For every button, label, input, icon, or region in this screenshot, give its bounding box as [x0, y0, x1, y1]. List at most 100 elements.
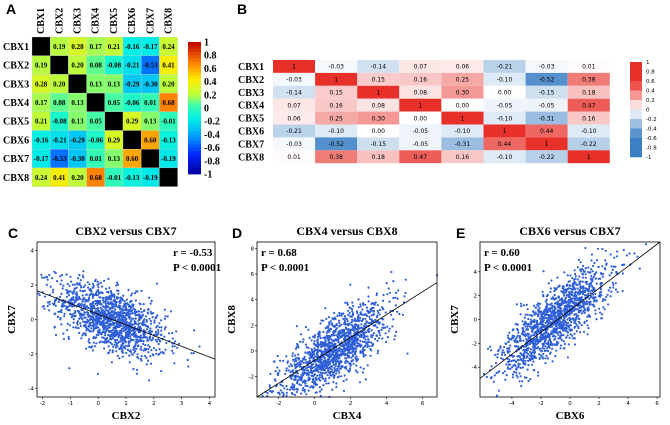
scatter-point [122, 346, 125, 349]
scatter-point [114, 327, 118, 330]
cell-value: 0.15 [372, 77, 386, 84]
x-tick-label: 2 [349, 401, 353, 407]
scatter-point [374, 324, 377, 327]
scatter-point [60, 273, 64, 277]
scatter-point [310, 348, 314, 351]
cell-value: -0.03 [539, 64, 555, 71]
scatter-point [311, 367, 314, 370]
scatter-point [122, 304, 125, 307]
scatter-point [376, 309, 379, 312]
scatter-point [310, 339, 313, 342]
scatter-point [379, 309, 382, 312]
scatter-point [566, 274, 569, 277]
scatter-point [568, 328, 571, 331]
scatter-point [128, 354, 131, 357]
legend-swatch [188, 137, 201, 142]
scatter-point [517, 364, 520, 368]
cell-value: -0.05 [413, 128, 429, 135]
scatter-point [541, 355, 544, 358]
scatter-point [132, 328, 136, 332]
x-tick-label: 4 [385, 401, 389, 407]
scatter-point [40, 273, 43, 276]
scatter-point [293, 388, 296, 391]
scatter-point [61, 287, 64, 290]
scatter-point [327, 346, 330, 350]
scatter-point [567, 287, 570, 290]
scatter-point [550, 325, 554, 328]
scatter-point [529, 318, 533, 321]
scatter-point [158, 352, 161, 355]
scatter-point [340, 312, 343, 315]
scatter-point [364, 331, 367, 334]
scatter-point [60, 323, 63, 326]
scatter-point [325, 317, 328, 320]
scatter-point [145, 320, 148, 323]
scatter-point [511, 373, 515, 376]
scatter-point [322, 330, 325, 334]
heatmap-cell [399, 60, 442, 73]
scatter-point [53, 313, 56, 316]
scatter-point [538, 353, 541, 356]
scatter-point [556, 309, 559, 313]
scatter-point [67, 337, 70, 341]
scatter-point [579, 331, 582, 334]
scatter-point [328, 376, 331, 379]
heatmap-cell [483, 111, 526, 125]
heatmap-cell [525, 85, 568, 99]
legend-tick: -1 [204, 170, 212, 181]
scatter-point [330, 334, 333, 337]
fit-line [256, 282, 438, 398]
scatter-point [521, 366, 524, 369]
scatter-point [338, 333, 341, 336]
scatter-point [489, 377, 492, 380]
scatter-point [104, 331, 107, 334]
scatter-point [375, 334, 378, 337]
scatter-point [91, 320, 95, 323]
scatter-point [129, 315, 132, 318]
scatter-point [319, 322, 322, 325]
scatter-point [574, 318, 577, 321]
scatter-point [346, 351, 349, 355]
scatter-point [372, 306, 375, 309]
scatter-point [88, 323, 91, 326]
scatter-point [60, 311, 63, 314]
row-label: CBX3 [3, 79, 29, 90]
legend-swatch [188, 51, 201, 56]
scatter-point [327, 369, 330, 372]
scatter-point [353, 331, 356, 335]
scatter-point [570, 312, 573, 315]
scatter-point [129, 323, 132, 327]
scatter-point [544, 321, 547, 325]
heatmap-cell [525, 137, 568, 151]
scatter-point [356, 315, 360, 318]
scatter-point [364, 378, 367, 381]
scatter-point [343, 347, 346, 350]
scatter-point [550, 297, 553, 300]
scatter-point [546, 310, 549, 313]
scatter-point [508, 347, 511, 351]
scatter-point [77, 327, 80, 330]
scatter-point [127, 288, 130, 291]
scatter-point [378, 334, 382, 337]
scatter-point [95, 292, 98, 295]
scatter-point [73, 287, 76, 290]
scatter-point [333, 345, 336, 348]
scatter-point [122, 314, 125, 317]
scatter-point [333, 311, 336, 314]
cell-value: 0.00 [372, 128, 386, 135]
scatter-point [157, 342, 160, 346]
scatter-point [314, 334, 317, 337]
heatmap-cell [86, 92, 105, 112]
scatter-point [343, 322, 346, 325]
scatter-point [592, 276, 595, 279]
scatter-point [371, 342, 374, 345]
scatter-point [593, 299, 596, 302]
scatter-point [165, 341, 168, 345]
x-tick-label: -2 [276, 401, 281, 407]
scatter-point [590, 284, 593, 287]
scatter-point [147, 351, 150, 354]
scatter-point [381, 337, 384, 340]
scatter-point [343, 330, 346, 334]
scatter-point [518, 380, 521, 383]
scatter-point [110, 361, 113, 364]
